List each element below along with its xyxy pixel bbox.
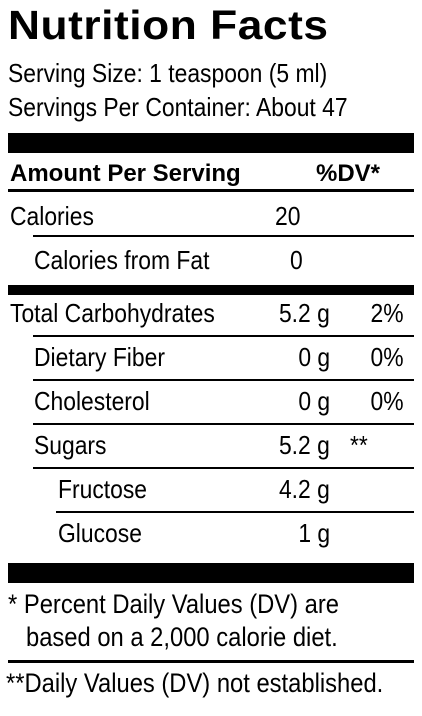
nutrient-dv: 0% — [370, 342, 404, 372]
nutrient-amount: 0 g — [298, 386, 330, 416]
medium-divider — [8, 285, 414, 295]
row-rule — [33, 335, 414, 337]
nutrient-label: Sugars — [34, 430, 107, 460]
nutrient-amount: 4.2 g — [279, 474, 330, 504]
nutrient-dv: 0% — [370, 386, 404, 416]
servings-per-container: Servings Per Container: About 47 — [8, 92, 348, 122]
footnote-rule — [8, 660, 414, 663]
nutrient-amount: 5.2 g — [279, 430, 330, 460]
nutrient-label: Cholesterol — [34, 386, 150, 416]
nutrient-label: Glucose — [58, 518, 142, 548]
row-rule — [56, 511, 414, 513]
daily-value-heading: %DV* — [316, 160, 381, 187]
calories-rule — [33, 235, 414, 237]
calories-label: Calories — [10, 201, 94, 231]
nutrient-amount: 1 g — [298, 518, 330, 548]
footnote-daily-values-line-1: * Percent Daily Values (DV) are — [8, 589, 340, 619]
footnote-daily-values-line-2: based on a 2,000 calorie diet. — [26, 622, 338, 652]
thick-divider-bottom — [8, 563, 414, 583]
nutrient-label: Dietary Fiber — [34, 342, 165, 372]
label-title: Nutrition Facts — [8, 2, 329, 48]
nutrient-amount: 0 g — [298, 342, 330, 372]
nutrient-amount: 5.2 g — [279, 298, 330, 328]
calories-value: 20 — [275, 201, 301, 231]
thick-divider-top — [8, 133, 414, 153]
calories-from-fat-label: Calories from Fat — [34, 245, 210, 275]
amount-per-serving-heading: Amount Per Serving — [10, 160, 241, 187]
nutrient-dv: ** — [350, 430, 368, 460]
nutrient-label: Fructose — [58, 474, 148, 504]
footnote-not-established: **Daily Values (DV) not established. — [6, 668, 384, 698]
header-rule — [8, 189, 414, 192]
nutrient-label: Total Carbohydrates — [10, 298, 215, 328]
serving-size: Serving Size: 1 teaspoon (5 ml) — [8, 58, 328, 88]
row-rule — [33, 423, 414, 425]
nutrient-dv: 2% — [370, 298, 404, 328]
calories-from-fat-value: 0 — [290, 245, 303, 275]
row-rule — [33, 467, 414, 469]
row-rule — [33, 379, 414, 381]
